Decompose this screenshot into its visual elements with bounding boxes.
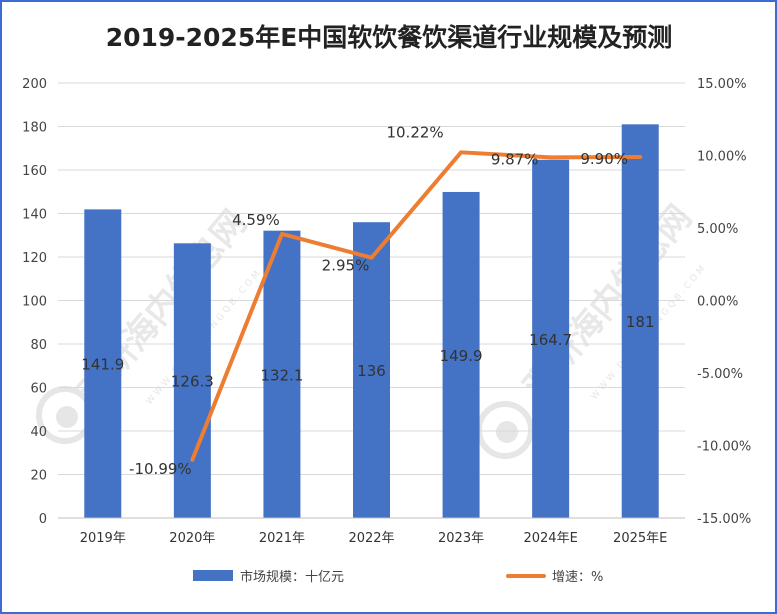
y-right-tick-label: -5.00% [697, 367, 743, 382]
x-axis: 2019年 2020年 2021年 2022年 2023年 2024年E 2025年E [58, 517, 685, 546]
y-left-tick-label: 20 [30, 469, 47, 484]
bar-value-label: 126.3 [171, 373, 214, 391]
bar [442, 191, 480, 518]
y-axis-left: 0 20 40 60 80 100 120 140 160 180 200 [22, 77, 47, 527]
bar-data-labels: 141.9 126.3 132.1 136 149.9 164.7 181 [81, 313, 654, 390]
x-tick-label: 2019年 [80, 531, 126, 546]
y-left-tick-label: 60 [30, 382, 47, 397]
y-left-tick-label: 120 [22, 251, 47, 266]
y-left-tick-label: 40 [30, 425, 47, 440]
chart-title: 2019-2025年E中国软饮餐饮渠道行业规模及预测 [106, 23, 673, 52]
line-series [190, 150, 643, 462]
legend: 市场规模：十亿元 增速：% [193, 569, 603, 585]
y-left-tick-label: 180 [22, 121, 47, 136]
x-tick-label: 2023年 [438, 531, 484, 546]
bar [621, 124, 659, 518]
y-right-tick-label: 0.00% [697, 295, 738, 310]
line-data-labels: -10.99% 4.59% 2.95% 10.22% 9.87% 9.90% [129, 123, 628, 478]
bar-value-label: 181 [626, 313, 655, 331]
y-right-tick-label: 10.00% [697, 150, 747, 165]
growth-value-label: 2.95% [322, 257, 370, 275]
growth-value-label: 9.87% [491, 150, 539, 168]
x-tick-label: 2024年E [523, 531, 577, 546]
y-left-tick-label: 100 [22, 295, 47, 310]
y-right-tick-label: 5.00% [697, 222, 738, 237]
legend-bar-swatch [193, 570, 233, 581]
x-tick-label: 2025年E [613, 531, 667, 546]
y-right-tick-label: -15.00% [697, 512, 751, 527]
bar [263, 230, 301, 518]
legend-line-label: 增速：% [552, 570, 603, 585]
bar-value-label: 136 [357, 362, 386, 380]
y-right-tick-label: 15.00% [697, 77, 747, 92]
bar-value-label: 164.7 [529, 331, 572, 349]
y-left-tick-label: 80 [30, 338, 47, 353]
bar-value-label: 141.9 [81, 356, 124, 374]
y-left-tick-label: 0 [39, 512, 47, 527]
x-tick-label: 2021年 [259, 531, 305, 546]
bar [84, 209, 122, 518]
bar-value-label: 132.1 [260, 366, 303, 384]
growth-line [190, 150, 643, 462]
bar [353, 222, 390, 518]
y-left-tick-label: 200 [22, 77, 47, 92]
legend-bar-label: 市场规模：十亿元 [240, 569, 344, 585]
bar [532, 159, 570, 518]
y-right-tick-label: -10.00% [697, 440, 751, 455]
y-left-tick-label: 140 [22, 208, 47, 223]
x-tick-label: 2022年 [348, 531, 394, 546]
growth-value-label: 10.22% [386, 123, 443, 141]
bar-series [84, 124, 659, 519]
bar [173, 243, 211, 519]
growth-value-label: 9.90% [580, 150, 628, 168]
growth-value-label: -10.99% [129, 460, 192, 478]
y-axis-right: -15.00% -10.00% -5.00% 0.00% 5.00% 10.00% 15.0… [697, 77, 751, 527]
bar-value-label: 149.9 [440, 347, 483, 365]
y-left-tick-label: 160 [22, 164, 47, 179]
growth-value-label: 4.59% [232, 211, 280, 229]
x-tick-label: 2020年 [169, 531, 215, 546]
